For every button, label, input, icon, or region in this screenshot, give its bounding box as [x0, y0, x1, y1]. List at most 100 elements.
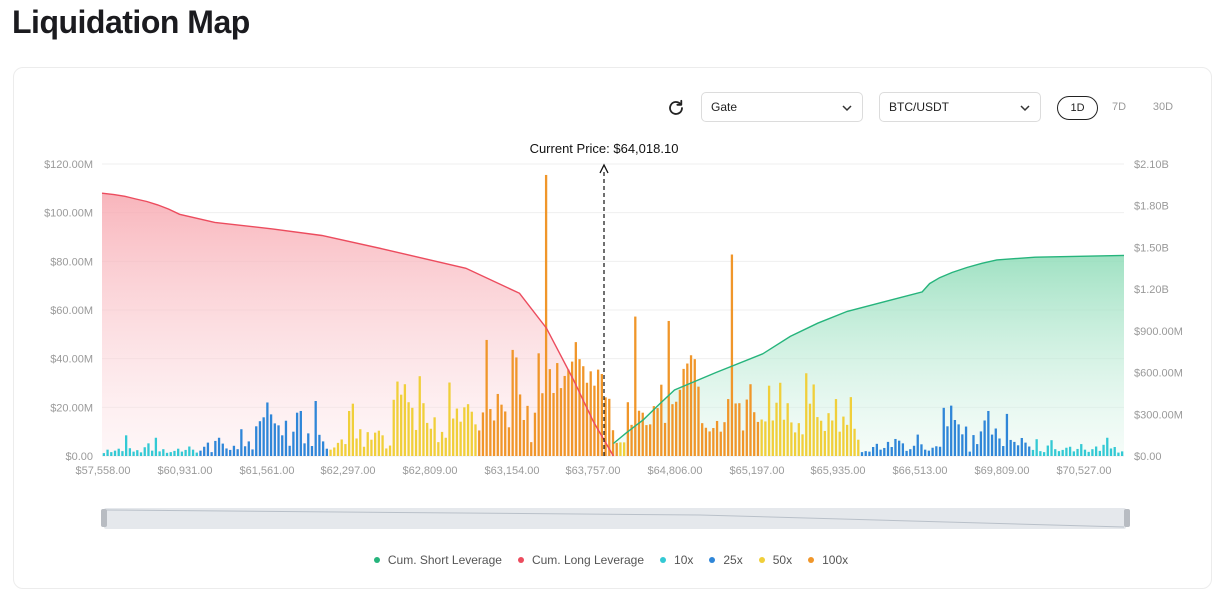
- bar-50x: [790, 422, 793, 456]
- bar-25x: [875, 443, 879, 456]
- bar-10x: [1050, 440, 1053, 456]
- bar-50x: [463, 407, 466, 456]
- bar-100x: [678, 389, 682, 456]
- bar-25x: [243, 446, 247, 456]
- bar-25x: [321, 441, 325, 456]
- bar-50x: [845, 424, 849, 456]
- bar-25x: [240, 429, 243, 456]
- range-button-1d[interactable]: 1D: [1057, 96, 1098, 120]
- bar-50x: [355, 438, 358, 456]
- bar-10x: [1106, 437, 1109, 456]
- legend-item[interactable]: 10x: [660, 553, 693, 567]
- bar-100x: [570, 361, 574, 456]
- x-tick-label: $69,809.00: [974, 465, 1029, 477]
- legend-item[interactable]: 100x: [808, 553, 848, 567]
- bar-50x: [437, 442, 440, 456]
- legend-dot-icon: [758, 556, 765, 563]
- bar-50x: [819, 420, 823, 456]
- bar-25x: [972, 435, 975, 456]
- bar-50x: [403, 384, 407, 456]
- range-button-7d[interactable]: 7D: [1111, 101, 1127, 113]
- bar-10x: [1080, 444, 1083, 456]
- cum-short-area: [613, 255, 1124, 456]
- bar-25x: [994, 428, 997, 456]
- bar-25x: [990, 434, 994, 456]
- bar-10x: [162, 449, 165, 456]
- bar-10x: [195, 452, 198, 456]
- bar-100x: [604, 397, 607, 456]
- bar-50x: [823, 430, 826, 456]
- bar-100x: [634, 316, 637, 456]
- bar-100x: [756, 421, 760, 456]
- bar-50x: [336, 442, 340, 456]
- bar-25x: [1009, 439, 1012, 456]
- bar-10x: [1113, 447, 1116, 456]
- bar-25x: [203, 446, 206, 456]
- bar-10x: [1068, 446, 1072, 456]
- bar-100x: [500, 404, 503, 456]
- x-tick-label: $57,558.00: [75, 465, 130, 477]
- zoom-handle-right[interactable]: [1124, 509, 1130, 527]
- legend-item[interactable]: 50x: [758, 553, 792, 567]
- bar-10x: [139, 452, 143, 456]
- bar-10x: [1117, 452, 1120, 456]
- legend-item[interactable]: 25x: [709, 553, 743, 567]
- bar-100x: [541, 393, 544, 456]
- bar-50x: [760, 419, 763, 456]
- range-button-30d[interactable]: 30D: [1152, 101, 1174, 113]
- bar-10x: [165, 452, 169, 456]
- bar-10x: [143, 447, 146, 456]
- legend-item[interactable]: Cum. Short Leverage: [373, 553, 502, 567]
- pair-select[interactable]: BTC/USDT: [879, 92, 1041, 122]
- bar-50x: [426, 422, 429, 456]
- bar-10x: [1083, 449, 1087, 456]
- bar-50x: [838, 431, 841, 456]
- bar-50x: [392, 399, 395, 456]
- bar-25x: [269, 414, 273, 456]
- bar-100x: [485, 339, 488, 456]
- bar-25x: [266, 402, 269, 456]
- bar-100x: [522, 419, 525, 456]
- legend-item[interactable]: Cum. Long Leverage: [517, 553, 644, 567]
- bar-50x: [429, 428, 433, 456]
- bar-25x: [946, 426, 949, 456]
- bar-100x: [552, 392, 555, 456]
- bar-10x: [191, 449, 195, 456]
- bar-10x: [151, 450, 154, 456]
- bar-100x: [652, 406, 656, 456]
- bar-25x: [210, 452, 213, 456]
- bar-25x: [979, 431, 983, 456]
- bar-25x: [295, 412, 299, 456]
- bar-100x: [727, 399, 730, 456]
- bar-100x: [753, 412, 756, 456]
- bar-10x: [1098, 450, 1101, 456]
- bar-25x: [935, 446, 938, 456]
- bar-50x: [333, 447, 336, 456]
- bar-50x: [849, 397, 852, 456]
- bar-100x: [660, 384, 663, 456]
- bar-100x: [730, 254, 734, 456]
- bar-25x: [961, 434, 964, 456]
- bar-100x: [530, 442, 533, 456]
- bar-100x: [507, 427, 511, 456]
- x-tick-label: $60,931.00: [157, 465, 212, 477]
- exchange-select[interactable]: Gate: [701, 92, 863, 122]
- bar-25x: [868, 451, 871, 456]
- bar-50x: [801, 434, 804, 456]
- bar-100x: [708, 431, 711, 456]
- bar-25x: [284, 420, 288, 456]
- bar-50x: [340, 439, 343, 456]
- bar-10x: [1087, 451, 1090, 456]
- bar-10x: [1091, 449, 1094, 456]
- bar-10x: [1039, 451, 1042, 456]
- bar-25x: [258, 421, 262, 456]
- x-tick-label: $62,297.00: [320, 465, 375, 477]
- bar-100x: [515, 357, 518, 456]
- bar-100x: [533, 412, 537, 456]
- refresh-icon[interactable]: [666, 98, 686, 118]
- bar-50x: [433, 417, 436, 456]
- bar-50x: [827, 413, 830, 456]
- bar-100x: [682, 368, 685, 456]
- bar-25x: [983, 420, 986, 456]
- zoom-handle-left[interactable]: [101, 509, 107, 527]
